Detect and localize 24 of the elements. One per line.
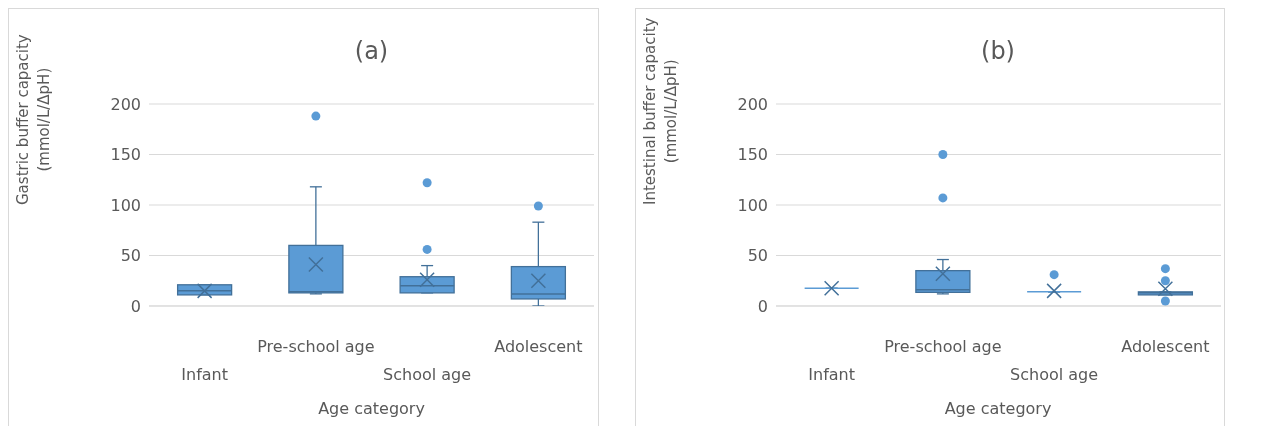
x-tick-label: Pre-school age [883,337,1002,356]
chart-title: (b) [980,37,1016,65]
x-tick-label: Pre-school age [257,337,375,356]
x-tick-label: Adolescent [494,337,583,356]
y-axis-title: Intestinal buffer capacity (mmol/L/ΔpH) [639,17,681,205]
y-tick-label: 150 [110,145,141,165]
y-tick-label: 100 [736,195,768,215]
x-axis-title: Age category [943,399,1053,418]
y-tick-label: 200 [736,94,768,114]
y-axis-title: Gastric buffer capacity (mmol/L/ΔpH) [13,34,54,205]
chart-title: (a) [353,37,390,65]
y-tick-label: 200 [110,94,141,114]
y-tick-label: 100 [110,195,141,215]
y-tick-label: 50 [747,246,768,266]
x-tick-label: Infant [181,365,228,384]
x-tick-label: School age [1009,365,1098,384]
y-tick-label: 0 [757,296,768,316]
x-tick-label: Infant [807,365,855,384]
y-tick-label: 50 [120,246,141,266]
y-tick-label: 0 [130,296,141,316]
x-tick-label: School age [383,365,472,384]
x-axis-title: Age category [317,399,426,418]
y-tick-label: 150 [736,145,768,165]
x-tick-label: Adolescent [1120,337,1210,356]
